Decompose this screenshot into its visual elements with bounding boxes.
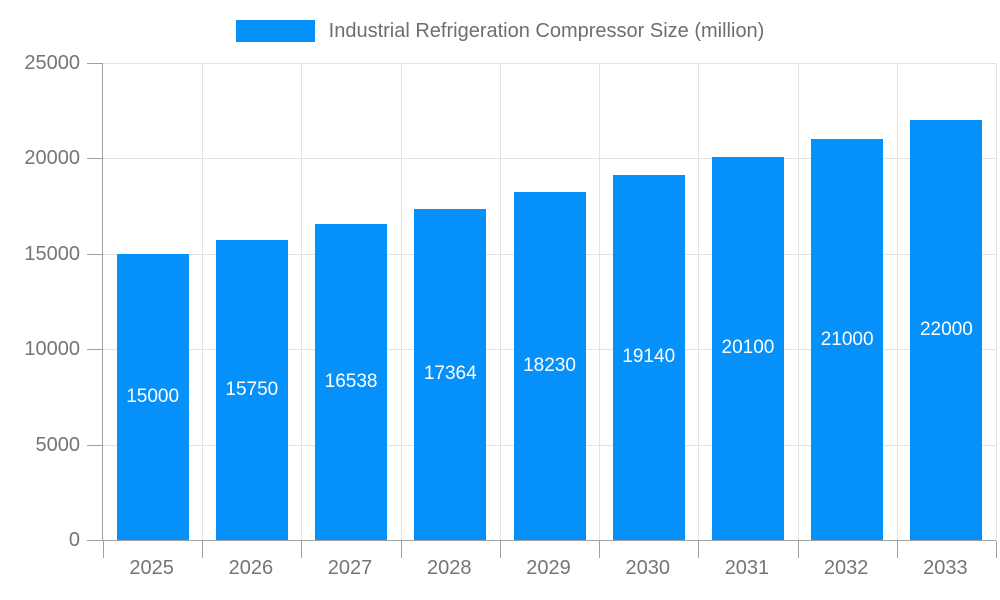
y-axis-tick (87, 253, 103, 255)
y-tick-label: 0 (68, 529, 80, 551)
bar-value-label: 19140 (622, 346, 676, 368)
v-gridline (400, 63, 402, 540)
y-tick-label: 15000 (24, 242, 80, 265)
bar-value-label: 22000 (919, 319, 973, 341)
x-tick-label-2033: 2033 (923, 557, 968, 579)
x-axis-tick (797, 541, 799, 558)
v-gridline (599, 63, 601, 540)
v-gridline (797, 63, 799, 540)
y-axis-tick (87, 63, 103, 64)
x-tick-label-2026: 2026 (228, 557, 274, 579)
x-axis-tick (202, 541, 204, 558)
bar-2030[interactable]: 19140 (612, 174, 685, 540)
legend[interactable]: Industrial Refrigeration Compressor Size… (0, 20, 1000, 42)
bar-2031[interactable]: 20100 (711, 156, 784, 540)
y-axis-tick (87, 349, 103, 351)
x-axis-tick (301, 541, 303, 558)
x-tick-label-2031: 2031 (724, 557, 770, 579)
bar-2028[interactable]: 17364 (414, 208, 487, 540)
bar-2029[interactable]: 18230 (513, 192, 586, 540)
bar-2027[interactable]: 16538 (315, 224, 388, 540)
x-tick-label-2028: 2028 (427, 557, 472, 579)
bar-2032[interactable]: 21000 (811, 139, 884, 540)
x-axis-tick (103, 541, 104, 558)
v-gridline (499, 63, 501, 540)
legend-label[interactable]: Industrial Refrigeration Compressor Size… (328, 19, 765, 42)
x-tick-label-2027: 2027 (327, 557, 373, 579)
bar-2026[interactable]: 15750 (215, 239, 288, 540)
x-axis-tick (599, 541, 601, 558)
x-tick-label-2029: 2029 (526, 557, 571, 579)
y-tick-label: 10000 (24, 338, 80, 361)
v-gridline (698, 63, 700, 540)
v-gridline (202, 63, 204, 540)
x-tick-label-2025: 2025 (129, 557, 174, 579)
bar-value-label: 15000 (126, 385, 180, 407)
h-gridline (103, 63, 996, 64)
bar-value-label: 21000 (820, 328, 874, 350)
x-tick-label-2032: 2032 (823, 557, 869, 579)
plot-area: 15000 15750 16538 17364 18230 19140 20100 21000… (87, 63, 997, 558)
v-gridline (301, 63, 303, 540)
x-tick-label-2030: 2030 (625, 557, 670, 579)
x-axis-tick (996, 541, 997, 558)
x-axis-tick (400, 541, 402, 558)
bar-2025[interactable]: 15000 (116, 253, 189, 540)
bar-value-label: 17364 (423, 363, 477, 385)
x-axis-tick (896, 541, 898, 558)
y-axis-labels: 0 5000 10000 15000 20000 25000 (0, 0, 80, 600)
y-axis-tick (87, 158, 103, 160)
bar-value-label: 20100 (721, 337, 775, 359)
v-gridline (996, 63, 997, 540)
bar-value-label: 18230 (523, 355, 576, 377)
x-axis-tick (499, 541, 501, 558)
bar-value-label: 16538 (324, 371, 378, 393)
y-tick-label: 25000 (24, 52, 80, 74)
v-gridline (896, 63, 898, 540)
x-axis-tick (698, 541, 700, 558)
y-axis-tick (87, 540, 103, 541)
y-tick-label: 20000 (24, 147, 80, 170)
y-tick-label: 5000 (35, 433, 81, 456)
bar-2033[interactable]: 22000 (910, 120, 983, 540)
x-axis-labels: 2025 2026 2027 2028 2029 2030 2031 2032 2033 (102, 556, 995, 584)
legend-swatch[interactable] (235, 20, 315, 42)
y-axis-tick (87, 444, 103, 446)
bar-value-label: 15750 (225, 378, 279, 400)
h-gridline (103, 158, 996, 160)
